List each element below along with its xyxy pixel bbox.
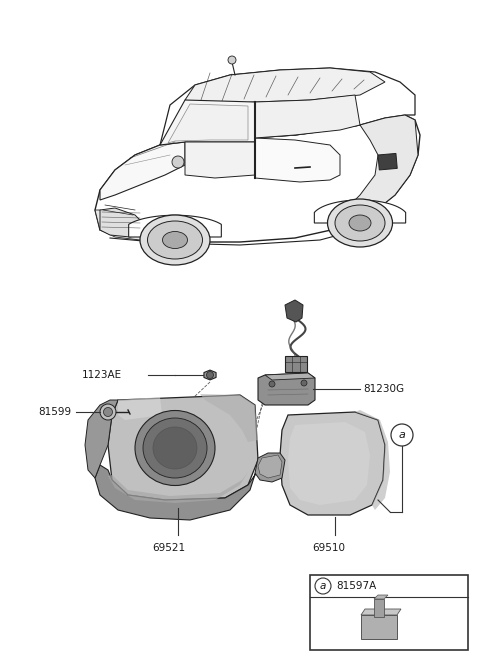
Polygon shape [100, 142, 185, 200]
Circle shape [172, 156, 184, 168]
Circle shape [315, 578, 331, 594]
Circle shape [206, 371, 214, 378]
Bar [310, 575, 468, 650]
Polygon shape [129, 215, 221, 237]
Polygon shape [255, 138, 340, 182]
Ellipse shape [153, 427, 197, 469]
Circle shape [228, 56, 236, 64]
Circle shape [269, 381, 275, 387]
Text: 81599: 81599 [38, 407, 71, 417]
Polygon shape [185, 142, 255, 178]
Polygon shape [160, 100, 255, 145]
Polygon shape [361, 609, 401, 615]
Polygon shape [255, 453, 285, 482]
Polygon shape [258, 373, 315, 405]
Ellipse shape [143, 418, 207, 478]
Polygon shape [95, 210, 158, 240]
Circle shape [391, 424, 413, 446]
Polygon shape [100, 208, 145, 237]
Polygon shape [255, 95, 360, 138]
Circle shape [104, 407, 112, 417]
Polygon shape [118, 397, 162, 420]
Ellipse shape [349, 215, 371, 231]
Polygon shape [314, 200, 406, 223]
Ellipse shape [163, 231, 188, 248]
Ellipse shape [135, 411, 215, 486]
Polygon shape [374, 595, 388, 599]
Polygon shape [265, 373, 315, 380]
Bar [285, 356, 307, 372]
Polygon shape [340, 115, 418, 228]
Ellipse shape [327, 199, 393, 247]
Text: 81597A: 81597A [336, 581, 376, 591]
Text: 69521: 69521 [152, 543, 185, 553]
Polygon shape [85, 400, 118, 478]
Text: 69510: 69510 [312, 543, 345, 553]
Circle shape [100, 404, 116, 420]
Polygon shape [108, 395, 258, 500]
Polygon shape [355, 410, 390, 510]
Polygon shape [200, 394, 258, 442]
Polygon shape [95, 115, 420, 242]
Text: 81230G: 81230G [363, 384, 404, 394]
Ellipse shape [147, 221, 203, 259]
Ellipse shape [335, 205, 385, 241]
Polygon shape [288, 422, 370, 505]
Bar [378, 154, 397, 170]
Ellipse shape [140, 215, 210, 265]
Polygon shape [108, 472, 248, 503]
Polygon shape [285, 300, 303, 322]
Polygon shape [95, 465, 258, 520]
Polygon shape [204, 370, 216, 380]
Text: a: a [398, 430, 406, 440]
Bar [374, 599, 384, 617]
Polygon shape [280, 412, 385, 515]
Text: 1123AE: 1123AE [82, 370, 122, 380]
Circle shape [301, 380, 307, 386]
Polygon shape [185, 68, 385, 105]
Polygon shape [258, 455, 282, 478]
Bar [361, 615, 397, 639]
Polygon shape [168, 104, 248, 143]
Text: a: a [320, 581, 326, 591]
Polygon shape [160, 68, 415, 145]
